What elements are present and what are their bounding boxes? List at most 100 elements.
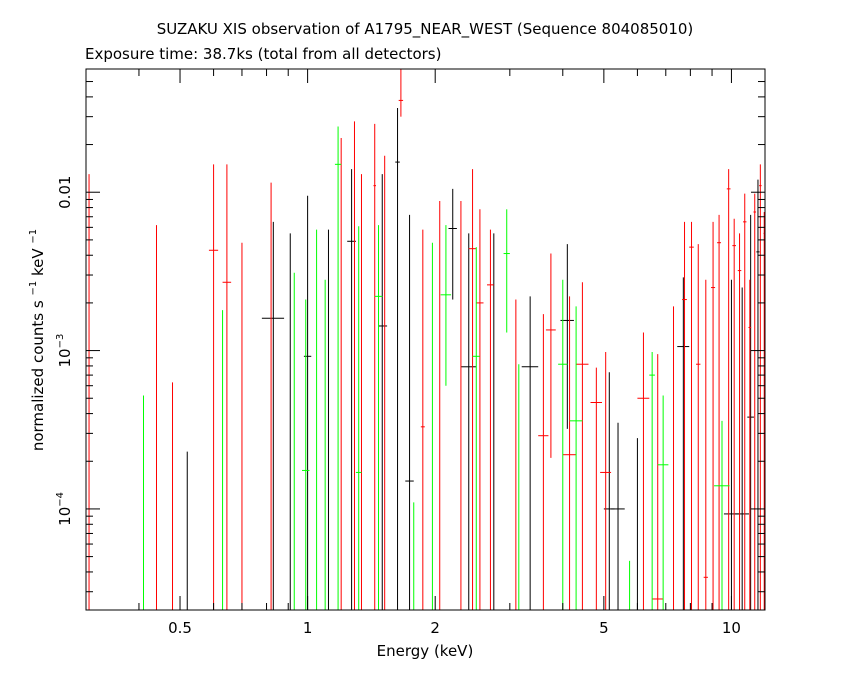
- y-axis-label-main: normalized counts s: [29, 300, 47, 451]
- data-point: [611, 422, 625, 610]
- data-point: [355, 226, 362, 610]
- data-point: [289, 233, 291, 611]
- data-point: [759, 164, 762, 610]
- data-point: [682, 221, 687, 610]
- data-point: [637, 332, 650, 610]
- data-point: [340, 137, 342, 611]
- y-axis-label-mid: keV: [29, 248, 47, 276]
- data-point: [576, 282, 589, 610]
- data-point: [353, 121, 355, 611]
- plot-frame: [85, 68, 766, 611]
- data-point: [431, 242, 433, 611]
- data-point: [241, 242, 243, 611]
- data-point: [208, 164, 219, 610]
- data-point: [558, 279, 568, 610]
- data-point: [600, 351, 612, 610]
- data-point: [221, 310, 224, 611]
- y-tick-label: 10−3: [55, 334, 74, 368]
- data-point: [270, 182, 272, 611]
- series-0: [186, 108, 760, 611]
- series-2: [142, 126, 730, 611]
- data-point: [652, 354, 664, 610]
- y-tick-label-exp: −3: [55, 334, 66, 349]
- y-axis-label-sup1: −1: [28, 281, 39, 296]
- data-point: [689, 221, 694, 610]
- data-point: [562, 296, 577, 610]
- data-point: [476, 209, 484, 610]
- chart-subtitle: Exposure time: 38.7ks (total from all de…: [85, 45, 442, 63]
- data-point: [717, 214, 722, 610]
- chart-title: SUZAKU XIS observation of A1795_NEAR_WES…: [156, 20, 694, 38]
- data-point: [753, 193, 757, 610]
- data-point: [378, 174, 388, 610]
- y-tick-label-exp: −4: [55, 492, 66, 507]
- data-point: [324, 279, 326, 611]
- data-point: [703, 279, 708, 610]
- x-tick-label: 1: [303, 619, 313, 637]
- data-point: [472, 247, 480, 610]
- data-point: [677, 277, 690, 610]
- data-point: [545, 253, 556, 458]
- data-point: [486, 229, 494, 610]
- data-point: [316, 229, 318, 611]
- data-point: [732, 218, 736, 610]
- data-point: [448, 188, 457, 300]
- data-point: [590, 367, 603, 610]
- y-tick-label-base: 10: [56, 348, 74, 367]
- data-point: [460, 233, 477, 610]
- data-point: [171, 382, 174, 611]
- data-point: [756, 179, 760, 610]
- data-point: [293, 272, 295, 611]
- data-point: [521, 296, 539, 610]
- data-point: [303, 195, 312, 610]
- data-point: [327, 229, 329, 611]
- data-point: [636, 438, 639, 611]
- data-point: [711, 221, 716, 610]
- data-point: [374, 225, 383, 610]
- y-axis-label-sup2: −1: [28, 229, 39, 244]
- x-tick-label: 10: [722, 619, 741, 637]
- y-tick-label-base: 10: [56, 507, 74, 526]
- data-point: [302, 299, 310, 610]
- data-point: [723, 279, 739, 610]
- data-point: [222, 164, 232, 610]
- data-point: [373, 123, 377, 610]
- data-point: [420, 229, 425, 610]
- data-point: [538, 314, 549, 610]
- data-point: [413, 502, 415, 611]
- data-point: [395, 108, 400, 610]
- x-tick-label: 0.5: [168, 619, 192, 637]
- data-point: [503, 209, 510, 333]
- data-point: [743, 193, 747, 610]
- tick-group: [85, 68, 765, 610]
- data-point: [649, 351, 655, 610]
- x-tick-label: 2: [430, 619, 440, 637]
- data-point: [405, 214, 414, 610]
- data-point: [261, 221, 285, 610]
- x-axis-label: Energy (keV): [377, 642, 474, 660]
- data-point: [491, 233, 496, 611]
- data-point: [737, 233, 742, 610]
- data-point: [747, 214, 754, 610]
- data-point: [726, 169, 731, 610]
- data-point: [398, 69, 404, 117]
- data-point: [569, 306, 583, 610]
- data-point: [714, 420, 730, 610]
- data-layer: [88, 69, 765, 611]
- data-point: [360, 174, 362, 611]
- axis-ticks: [85, 68, 765, 610]
- data-point: [186, 451, 188, 611]
- data-point: [696, 244, 701, 610]
- data-point: [440, 225, 452, 386]
- data-point: [748, 279, 752, 610]
- data-point: [334, 126, 342, 610]
- data-point: [142, 395, 145, 611]
- data-point: [657, 395, 669, 610]
- data-point: [468, 169, 477, 610]
- data-point: [155, 225, 158, 611]
- y-tick-label: 0.01: [56, 176, 74, 209]
- y-axis-label: normalized counts s −1 keV −1: [22, 229, 47, 451]
- x-tick-label: 5: [599, 619, 609, 637]
